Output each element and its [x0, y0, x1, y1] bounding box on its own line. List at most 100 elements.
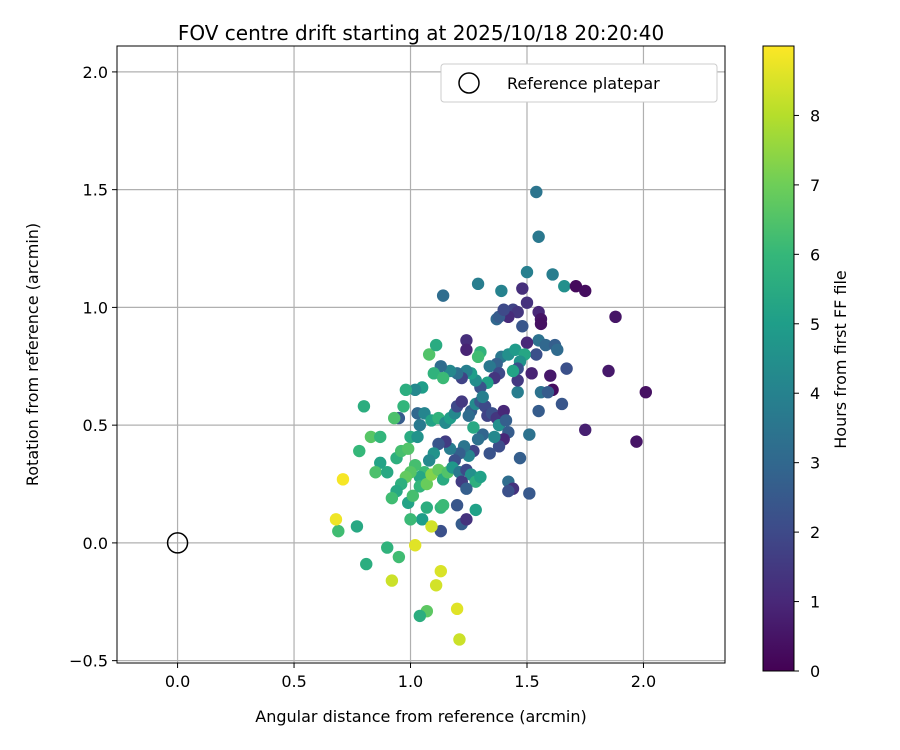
data-point: [523, 487, 536, 500]
data-point: [374, 430, 387, 444]
data-point: [495, 284, 508, 298]
data-point: [534, 317, 548, 331]
data-point: [453, 633, 466, 646]
colorbar: 0 1 2 3 4 5 6 7 8 Hours from first FF file: [762, 45, 850, 681]
colorbar-tick-label: 0: [810, 662, 820, 681]
colorbar-label: Hours from first FF file: [831, 270, 850, 449]
data-point: [460, 482, 473, 495]
data-point: [492, 440, 506, 453]
data-point: [525, 367, 538, 380]
data-point: [413, 418, 427, 432]
legend-frame: [440, 63, 718, 103]
y-tick-label: 0.0: [83, 534, 108, 553]
data-point: [455, 395, 468, 408]
data-point: [374, 456, 387, 470]
axis-ticks: 0.0 0.5 1.0 1.5 2.0 −0.5 0.0 0.5 1.0 1.5 2.0: [69, 63, 656, 691]
data-point: [460, 513, 473, 526]
data-point: [415, 513, 429, 526]
data-point: [360, 557, 373, 571]
data-point: [408, 539, 422, 552]
data-point: [399, 383, 413, 397]
y-axis-label: Rotation from reference (arcmin): [23, 223, 42, 486]
data-point: [506, 364, 520, 378]
data-point: [420, 477, 434, 491]
data-point: [639, 385, 652, 399]
data-point: [434, 564, 448, 578]
data-point: [385, 574, 399, 587]
data-point: [609, 310, 622, 324]
data-point: [520, 336, 534, 349]
data-point: [523, 428, 536, 441]
data-point: [560, 362, 573, 375]
colorbar-tick-label: 2: [810, 523, 820, 542]
y-tick-label: 0.5: [83, 416, 108, 435]
data-point: [474, 470, 487, 484]
data-point: [558, 280, 571, 293]
x-tick-label: 1.0: [398, 672, 423, 691]
data-point: [460, 334, 473, 347]
data-point: [497, 404, 510, 418]
data-point: [497, 303, 510, 316]
data-point: [432, 437, 445, 451]
data-point: [516, 282, 529, 295]
data-point: [450, 602, 464, 616]
data-point: [532, 230, 545, 243]
data-point: [336, 473, 350, 486]
colorbar-tick-label: 8: [810, 106, 820, 125]
data-point: [555, 397, 569, 411]
legend-reference-marker: [458, 72, 480, 94]
data-point: [436, 371, 450, 385]
data-point: [434, 524, 448, 538]
x-tick-label: 1.5: [514, 672, 539, 691]
plot-axes-frame: [116, 45, 726, 664]
data-point: [429, 338, 443, 352]
data-point: [520, 265, 534, 279]
data-point: [509, 343, 522, 356]
data-point: [432, 463, 445, 477]
data-point: [408, 383, 422, 397]
data-point: [404, 513, 417, 526]
data-point: [436, 499, 450, 512]
data-point: [539, 338, 552, 352]
data-point: [516, 320, 529, 333]
data-point: [488, 430, 501, 444]
chart-title: FOV centre drift starting at 2025/10/18 …: [178, 21, 664, 45]
colorbar-tick-label: 7: [810, 176, 820, 195]
y-tick-label: 2.0: [83, 63, 108, 82]
data-point: [520, 296, 534, 309]
data-point: [392, 550, 406, 564]
data-point: [429, 579, 443, 592]
data-point: [460, 343, 473, 356]
data-point: [413, 609, 427, 623]
data-point: [422, 454, 436, 467]
data-point: [450, 499, 464, 512]
data-point: [602, 364, 615, 378]
data-point: [511, 374, 524, 387]
data-point: [546, 268, 559, 281]
data-point: [332, 524, 345, 538]
data-point: [436, 289, 450, 302]
data-point: [401, 442, 415, 455]
data-point: [350, 520, 364, 533]
y-tick-label: 1.0: [83, 298, 108, 317]
reference-marker: [166, 532, 189, 554]
x-axis-label: Angular distance from reference (arcmin): [255, 707, 586, 726]
x-tick-label: 2.0: [631, 672, 656, 691]
x-tick-label: 0.5: [281, 672, 306, 691]
data-point: [357, 400, 371, 413]
data-point: [469, 503, 482, 517]
data-point: [381, 466, 394, 479]
colorbar-ticks: 0 1 2 3 4 5 6 7 8: [794, 106, 820, 681]
data-point: [425, 520, 438, 533]
y-tick-label: 1.5: [83, 181, 108, 200]
data-point: [329, 513, 343, 526]
data-point: [462, 409, 475, 422]
data-point: [385, 491, 399, 505]
colorbar-tick-label: 5: [810, 315, 820, 334]
data-point: [530, 185, 543, 199]
data-point: [381, 541, 394, 554]
y-tick-label: −0.5: [69, 652, 108, 671]
legend-box: Reference platepar: [440, 63, 718, 103]
data-point: [579, 284, 592, 298]
